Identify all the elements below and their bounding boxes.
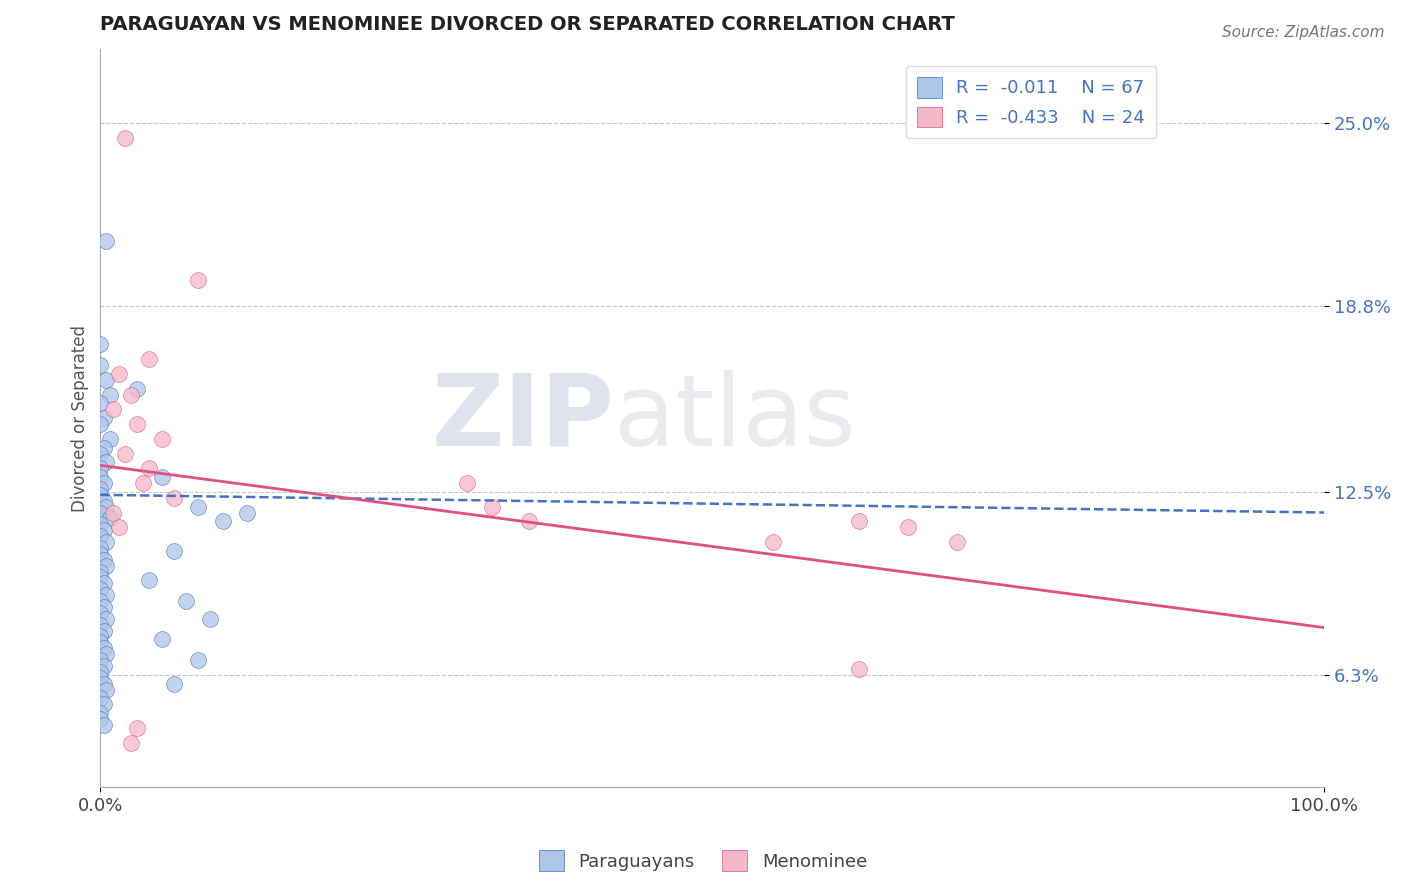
Point <box>96 455 118 469</box>
Point <box>946 535 969 549</box>
Point <box>89 488 111 502</box>
Point <box>138 352 160 367</box>
Point <box>517 515 540 529</box>
Point <box>456 476 478 491</box>
Point <box>93 493 115 508</box>
Point <box>150 632 173 647</box>
Point <box>89 594 111 608</box>
Point <box>93 576 115 591</box>
Point <box>98 432 121 446</box>
Point <box>89 712 111 726</box>
Point <box>114 131 136 145</box>
Point <box>211 515 233 529</box>
Point <box>174 594 197 608</box>
Point <box>132 476 155 491</box>
Point <box>93 411 115 425</box>
Point <box>163 544 186 558</box>
Point <box>89 446 111 460</box>
Point <box>93 523 115 537</box>
Point <box>89 606 111 620</box>
Point <box>89 541 111 555</box>
Point <box>120 387 142 401</box>
Point <box>89 529 111 543</box>
Point <box>89 506 111 520</box>
Point <box>89 517 111 532</box>
Point <box>163 491 186 505</box>
Point <box>125 721 148 735</box>
Point <box>89 629 111 643</box>
Point <box>93 641 115 656</box>
Point <box>236 506 259 520</box>
Point <box>93 698 115 712</box>
Point <box>96 500 118 514</box>
Point <box>89 547 111 561</box>
Point <box>848 515 870 529</box>
Point <box>96 588 118 602</box>
Point <box>96 682 118 697</box>
Point <box>89 565 111 579</box>
Point <box>107 520 129 534</box>
Text: atlas: atlas <box>614 369 856 467</box>
Point <box>107 367 129 381</box>
Text: ZIP: ZIP <box>432 369 614 467</box>
Point <box>89 337 111 351</box>
Point <box>93 676 115 690</box>
Point <box>125 382 148 396</box>
Point <box>762 535 785 549</box>
Text: PARAGUAYAN VS MENOMINEE DIVORCED OR SEPARATED CORRELATION CHART: PARAGUAYAN VS MENOMINEE DIVORCED OR SEPA… <box>100 15 955 34</box>
Point <box>89 691 111 706</box>
Point <box>96 647 118 661</box>
Point <box>150 432 173 446</box>
Y-axis label: Divorced or Separated: Divorced or Separated <box>72 325 89 512</box>
Point <box>89 665 111 679</box>
Point <box>89 653 111 667</box>
Point <box>89 358 111 372</box>
Point <box>120 736 142 750</box>
Point <box>163 676 186 690</box>
Point <box>93 476 115 491</box>
Point <box>96 558 118 573</box>
Point <box>89 635 111 649</box>
Point <box>93 599 115 614</box>
Point <box>187 500 209 514</box>
Point <box>89 461 111 475</box>
Point <box>150 470 173 484</box>
Point <box>200 612 222 626</box>
Point <box>93 718 115 732</box>
Point <box>96 612 118 626</box>
Point <box>89 396 111 410</box>
Point <box>897 520 920 534</box>
Legend: Paraguayans, Menominee: Paraguayans, Menominee <box>531 843 875 879</box>
Point <box>187 272 209 286</box>
Point <box>93 659 115 673</box>
Point <box>138 461 160 475</box>
Point <box>93 624 115 638</box>
Point <box>89 671 111 685</box>
Point <box>89 582 111 597</box>
Point <box>98 387 121 401</box>
Point <box>187 653 209 667</box>
Point <box>101 402 124 417</box>
Point <box>138 574 160 588</box>
Point <box>114 446 136 460</box>
Point <box>89 470 111 484</box>
Point <box>89 570 111 584</box>
Point <box>93 441 115 455</box>
Point <box>96 373 118 387</box>
Point <box>125 417 148 431</box>
Text: Source: ZipAtlas.com: Source: ZipAtlas.com <box>1222 25 1385 40</box>
Point <box>89 482 111 496</box>
Point <box>848 662 870 676</box>
Point <box>98 511 121 525</box>
Legend: R =  -0.011    N = 67, R =  -0.433    N = 24: R = -0.011 N = 67, R = -0.433 N = 24 <box>905 66 1156 138</box>
Point <box>93 552 115 566</box>
Point <box>89 417 111 431</box>
Point <box>96 535 118 549</box>
Point <box>481 500 503 514</box>
Point <box>89 706 111 720</box>
Point <box>101 506 124 520</box>
Point <box>89 617 111 632</box>
Point <box>96 234 118 248</box>
